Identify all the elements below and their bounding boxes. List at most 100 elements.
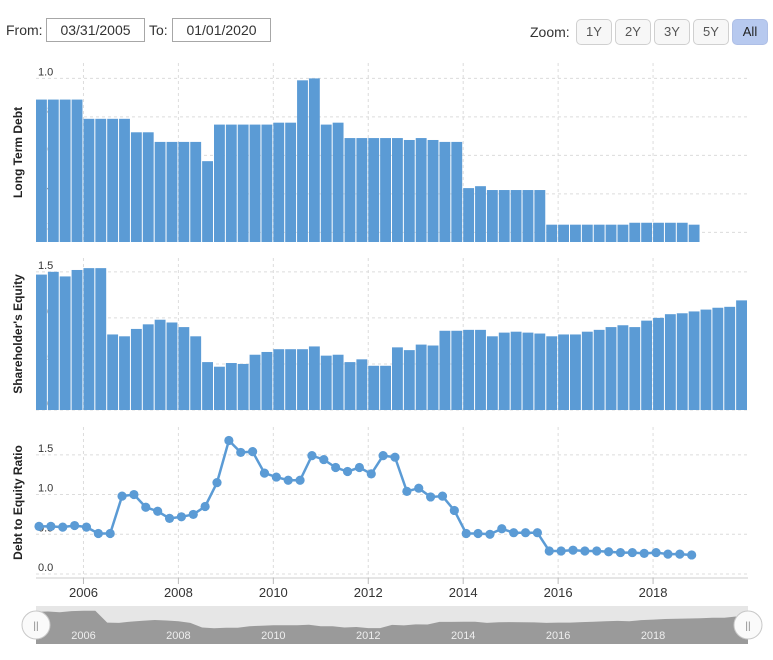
bar xyxy=(320,355,332,410)
bar xyxy=(308,346,320,410)
navigator-right-handle[interactable]: || xyxy=(733,610,763,640)
data-point xyxy=(675,549,685,559)
data-point xyxy=(687,550,697,560)
data-point xyxy=(212,478,222,488)
navigator-area xyxy=(36,610,748,644)
data-point xyxy=(520,528,531,538)
bar xyxy=(463,329,475,410)
bar xyxy=(641,222,653,242)
data-point xyxy=(129,489,139,500)
data-point xyxy=(390,452,400,462)
y-tick-label: 1.5 xyxy=(38,443,53,455)
data-point xyxy=(70,520,80,531)
data-point xyxy=(307,451,317,461)
bar xyxy=(59,99,71,243)
to-date-input[interactable] xyxy=(172,18,271,42)
bar xyxy=(427,139,439,242)
bar xyxy=(522,190,534,242)
bar xyxy=(510,190,522,242)
bar xyxy=(344,362,356,410)
bar xyxy=(142,324,154,410)
bar xyxy=(570,334,581,410)
bar xyxy=(83,118,95,242)
bar xyxy=(392,138,403,242)
y-tick-label: 1.0 xyxy=(38,483,53,495)
bar xyxy=(297,80,308,243)
bar xyxy=(451,141,463,242)
data-point xyxy=(319,454,329,465)
bar xyxy=(237,124,249,242)
to-label: To: xyxy=(149,22,168,38)
bar xyxy=(522,332,534,410)
handle-knob xyxy=(733,610,763,640)
bar xyxy=(653,317,664,410)
zoom-3y-button[interactable]: 3Y xyxy=(654,19,690,45)
bar xyxy=(570,224,581,242)
bar xyxy=(688,224,700,242)
bar xyxy=(653,222,664,242)
x-tick-label: 2016 xyxy=(544,585,573,600)
bar xyxy=(285,349,297,410)
data-point xyxy=(639,548,649,558)
bar xyxy=(498,190,510,242)
bar xyxy=(380,138,391,242)
navigator-year-label: 2018 xyxy=(641,630,665,642)
bar xyxy=(47,271,59,410)
bar xyxy=(356,359,368,410)
bar xyxy=(273,122,285,242)
y-axis-title: Shareholder's Equity xyxy=(11,274,25,394)
bar xyxy=(439,330,451,410)
bar xyxy=(249,124,261,242)
bar xyxy=(534,190,546,242)
bar xyxy=(225,124,237,242)
bar xyxy=(688,311,700,410)
bar xyxy=(190,141,202,242)
data-point xyxy=(105,528,115,539)
data-point xyxy=(485,529,495,539)
bar xyxy=(297,349,308,410)
bar xyxy=(332,354,344,410)
bar xyxy=(261,124,273,242)
zoom-1y-button[interactable]: 1Y xyxy=(576,19,612,45)
bar xyxy=(190,336,202,410)
bar xyxy=(463,188,475,242)
bar xyxy=(617,325,629,410)
data-point xyxy=(568,545,578,555)
zoom-2y-button[interactable]: 2Y xyxy=(615,19,651,45)
navigator-left-handle[interactable]: || xyxy=(21,610,51,640)
navigator-year-label: 2006 xyxy=(71,630,95,642)
data-point xyxy=(437,491,448,501)
bar xyxy=(142,132,154,242)
data-point xyxy=(580,546,590,556)
bar xyxy=(534,333,546,410)
data-point xyxy=(58,522,68,532)
data-point xyxy=(378,451,388,461)
navigator-year-label: 2012 xyxy=(356,630,380,642)
bar xyxy=(676,313,688,410)
bar xyxy=(344,138,356,242)
bar xyxy=(664,314,676,410)
bar xyxy=(261,351,273,410)
data-point xyxy=(592,546,602,556)
data-point xyxy=(188,509,198,520)
data-point xyxy=(426,492,436,502)
bar xyxy=(214,124,225,242)
bar xyxy=(166,322,178,410)
bar xyxy=(392,347,403,410)
zoom-all-button[interactable]: All xyxy=(732,19,768,45)
bar xyxy=(415,138,427,242)
navigator: 2006 2008 2010 2012 2014 2016 2018 || || xyxy=(21,606,763,644)
bar xyxy=(119,118,130,242)
x-tick-label: 2018 xyxy=(639,585,668,600)
from-date-input[interactable] xyxy=(46,18,145,42)
y-axis-title: Debt to Equity Ratio xyxy=(11,445,25,560)
zoom-5y-button[interactable]: 5Y xyxy=(693,19,729,45)
bar xyxy=(427,345,439,410)
bar xyxy=(130,328,142,410)
bar xyxy=(605,327,617,410)
bar xyxy=(558,224,569,242)
bar xyxy=(558,334,569,410)
